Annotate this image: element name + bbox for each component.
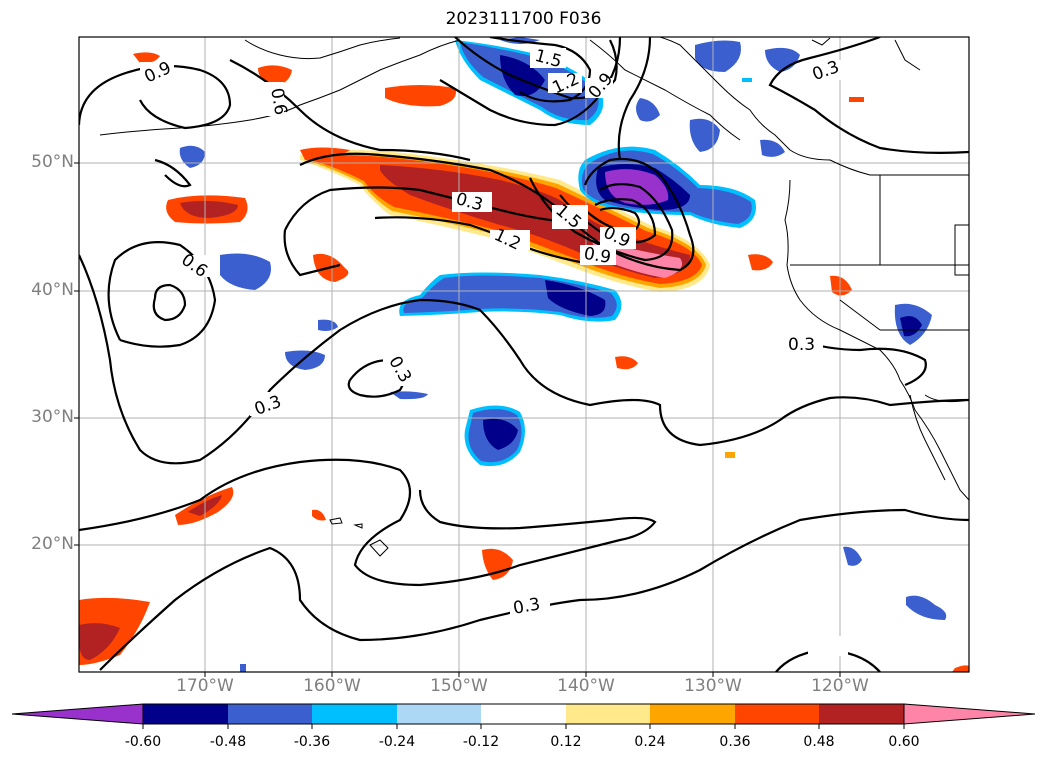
lon-label: 160°W [303, 676, 361, 696]
lon-label: 170°W [176, 676, 234, 696]
contour-label: 0.3 [512, 594, 542, 618]
contour-label: 0.6 [177, 250, 211, 282]
gridlines [79, 37, 969, 672]
lon-label: 140°W [557, 676, 615, 696]
colorbar-tick-label: -0.36 [293, 734, 331, 750]
map-title: 2023111700 F036 [445, 9, 602, 29]
colorbar-bin [397, 704, 481, 724]
anomaly-fill-layer [79, 37, 969, 672]
colorbar-bin [735, 704, 819, 724]
colorbar-extend-max [903, 703, 1036, 725]
colorbar-bin [143, 704, 228, 724]
colorbar-tick-label: 0.36 [719, 734, 751, 750]
lat-label: 30°N [31, 407, 74, 427]
plot-frame [78, 36, 970, 673]
contour-lines [79, 37, 969, 672]
colorbar-bin [481, 704, 566, 724]
colorbar-bin [228, 704, 312, 724]
colorbar-bin [650, 704, 735, 724]
lon-label: 120°W [811, 676, 869, 696]
lon-label: 130°W [684, 676, 742, 696]
colorbar-bin [819, 704, 904, 724]
colorbar-tick-label: 0.48 [803, 734, 835, 750]
colorbar-bin [312, 704, 397, 724]
lat-label: 20°N [31, 534, 74, 554]
colorbar-tick-label: -0.60 [124, 734, 162, 750]
coastlines [99, 37, 969, 557]
lat-label: 50°N [31, 152, 74, 172]
colorbar [11, 703, 1036, 729]
contour-label: 0.9 [582, 244, 612, 268]
colorbar-tick-label: -0.24 [378, 734, 416, 750]
colorbar-tick-label: -0.12 [462, 734, 500, 750]
contour-label-backgrounds [140, 48, 848, 656]
colorbar-extend-min [11, 703, 144, 725]
colorbar-tick-label: 0.12 [550, 734, 582, 750]
colorbar-tick-label: 0.24 [634, 734, 666, 750]
contour-label: 0.3 [788, 335, 815, 355]
axis-ticks [74, 162, 841, 677]
lat-label: 40°N [31, 280, 74, 300]
colorbar-bin [566, 704, 650, 724]
colorbar-tick-label: 0.60 [888, 734, 920, 750]
lon-label: 150°W [430, 676, 488, 696]
contour-label: 0.6 [266, 87, 290, 117]
colorbar-tick-label: -0.48 [209, 734, 247, 750]
